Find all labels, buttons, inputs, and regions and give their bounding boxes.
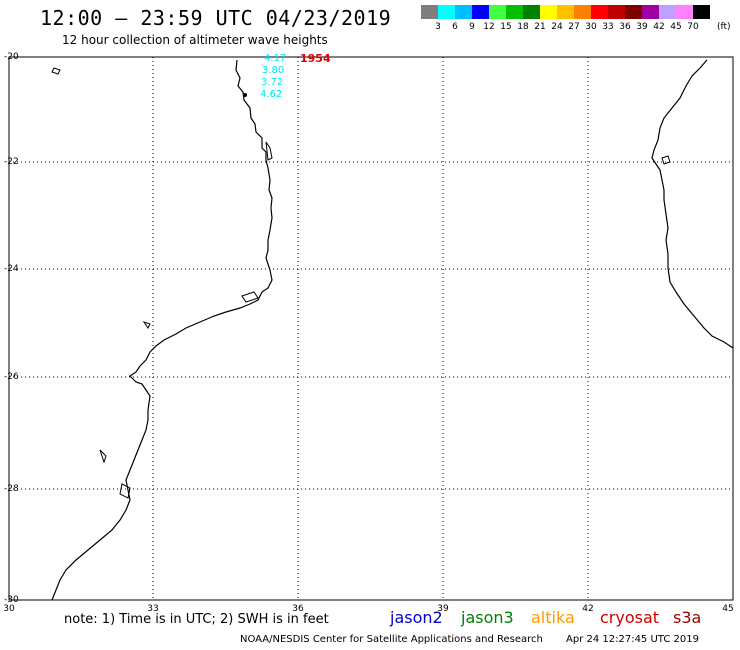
colorbar-label: 3 xyxy=(435,22,441,32)
colorbar-swatch xyxy=(557,5,574,19)
colorbar-swatch xyxy=(659,5,676,19)
colorbar-swatch xyxy=(591,5,608,19)
colorbar-swatch xyxy=(438,5,455,19)
colorbar-swatch xyxy=(472,5,489,19)
colorbar-label: 12 xyxy=(483,22,495,32)
colorbar-label: 9 xyxy=(469,22,475,32)
footer-credit: NOAA/NESDIS Center for Satellite Applica… xyxy=(240,634,543,645)
colorbar-label: 24 xyxy=(551,22,563,32)
colorbar-swatch xyxy=(608,5,625,19)
africa-coastline xyxy=(51,59,273,601)
track-time-label: 1954 xyxy=(300,52,331,65)
track-point xyxy=(243,93,247,97)
colorbar-label: 21 xyxy=(534,22,546,32)
lat-label: -24 xyxy=(4,264,19,274)
map-frame xyxy=(8,56,734,601)
colorbar-label: 27 xyxy=(568,22,580,32)
colorbar-label: 39 xyxy=(636,22,648,32)
lat-label: -26 xyxy=(4,372,19,382)
colorbar-swatch xyxy=(693,5,710,19)
colorbar-swatch xyxy=(523,5,540,19)
lon-label: 42 xyxy=(582,604,594,614)
lon-label: 45 xyxy=(722,604,734,614)
island-coast-detail xyxy=(51,67,273,499)
colorbar-swatch xyxy=(676,5,693,19)
colorbar-unit: (ft) xyxy=(717,22,731,32)
colorbar-label: 33 xyxy=(602,22,614,32)
lon-label: 30 xyxy=(3,604,15,614)
colorbar-label: 6 xyxy=(452,22,458,32)
legend-cryosat: cryosat xyxy=(600,608,660,627)
lon-label: 36 xyxy=(292,604,304,614)
madagascar-islet xyxy=(661,155,671,165)
colorbar-label: 45 xyxy=(670,22,682,32)
colorbar-swatch xyxy=(506,5,523,19)
legend-altika: altika xyxy=(531,608,575,627)
colorbar-swatch xyxy=(540,5,557,19)
colorbar-swatch xyxy=(625,5,642,19)
wave-height-colorbar xyxy=(421,5,710,19)
lon-label: 33 xyxy=(147,604,159,614)
colorbar-swatch xyxy=(574,5,591,19)
colorbar-swatch xyxy=(642,5,659,19)
wave-height-value: 4.62 xyxy=(260,89,283,100)
lat-label: -28 xyxy=(4,484,19,494)
lat-label: -22 xyxy=(4,157,19,167)
map-subtitle: 12 hour collection of altimeter wave hei… xyxy=(62,33,328,47)
colorbar-label: 30 xyxy=(585,22,597,32)
colorbar-label: 15 xyxy=(500,22,512,32)
lon-label: 39 xyxy=(437,604,449,614)
map-title: 12:00 – 23:59 UTC 04/23/2019 xyxy=(40,6,392,30)
legend-jason3: jason3 xyxy=(461,608,514,627)
lat-label: -20 xyxy=(4,52,19,62)
colorbar-label: 70 xyxy=(687,22,699,32)
legend-s3a: s3a xyxy=(673,608,702,627)
colorbar-swatch xyxy=(421,5,438,19)
wave-height-value: 4.17 xyxy=(264,53,287,64)
colorbar-label: 36 xyxy=(619,22,631,32)
footer-note: note: 1) Time is in UTC; 2) SWH is in fe… xyxy=(64,612,329,627)
map-grid xyxy=(9,57,733,600)
wave-height-value: 3.72 xyxy=(261,77,284,88)
legend-jason2: jason2 xyxy=(390,608,443,627)
colorbar-label: 18 xyxy=(517,22,529,32)
colorbar-swatch xyxy=(455,5,472,19)
madagascar-coastline xyxy=(651,59,734,349)
footer-timestamp: Apr 24 12:27:45 UTC 2019 xyxy=(566,634,699,645)
lat-label: -30 xyxy=(4,595,19,605)
wave-height-value: 3.80 xyxy=(262,65,285,76)
colorbar-label: 42 xyxy=(653,22,665,32)
colorbar-swatch xyxy=(489,5,506,19)
